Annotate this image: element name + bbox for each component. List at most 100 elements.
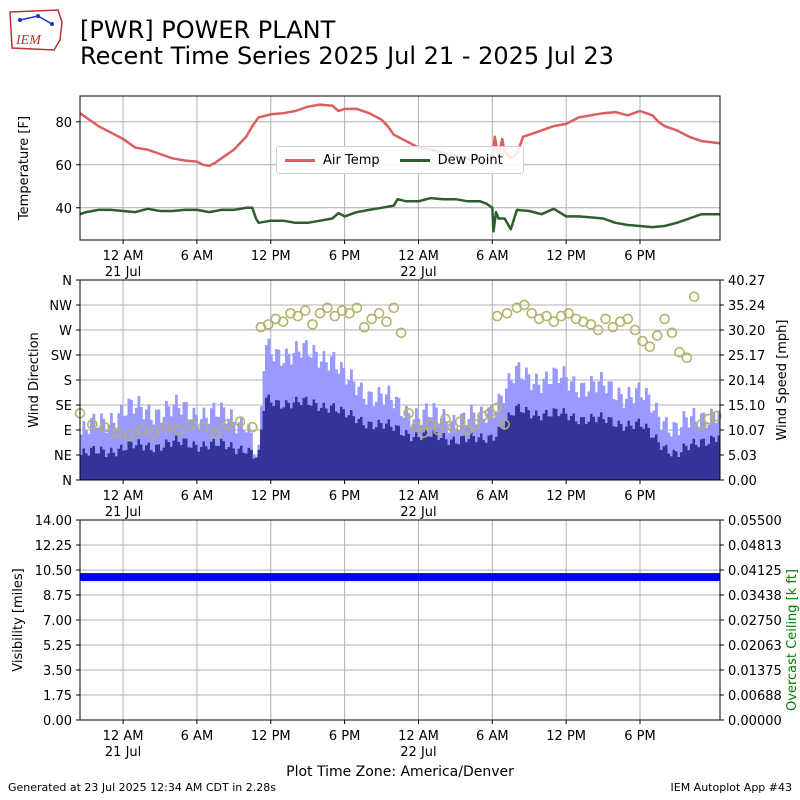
speed-tick-label: 35.24 bbox=[728, 299, 765, 314]
wind-speed-bar bbox=[197, 451, 201, 480]
wind-speed-bar bbox=[560, 413, 563, 480]
wind-direction-point bbox=[563, 307, 574, 319]
wind-speed-bar bbox=[317, 410, 321, 480]
wind-speed-bar bbox=[332, 403, 336, 480]
wind-speed-bar bbox=[687, 450, 691, 480]
wind-direction-point bbox=[447, 421, 459, 433]
wind-speed-bar bbox=[215, 445, 218, 480]
wind-speed-bar bbox=[272, 406, 276, 480]
x-tick-label: 12 PM bbox=[251, 729, 291, 744]
x-tick-label: 12 AM bbox=[398, 249, 439, 264]
wind-direction-point bbox=[247, 421, 258, 433]
direction-tick-label: SW bbox=[51, 349, 72, 364]
wind-speed-bar bbox=[635, 421, 638, 480]
wind-speed-bar bbox=[185, 438, 188, 480]
dew-point-line bbox=[79, 196, 720, 233]
wind-speed-bar bbox=[602, 419, 606, 480]
visibility-tick-label: 7.00 bbox=[43, 614, 72, 629]
wind-direction-point bbox=[585, 319, 597, 330]
x-date-label: 22 Jul bbox=[400, 505, 436, 520]
speed-tick-label: 30.20 bbox=[728, 324, 765, 339]
wind-speed-bar bbox=[427, 436, 431, 480]
speed-tick-label: 0.00 bbox=[728, 474, 757, 489]
wind-speed-bar bbox=[125, 450, 128, 480]
wind-speed-bar bbox=[690, 443, 693, 480]
wind-speed-bar bbox=[472, 436, 476, 480]
wind-speed-bar bbox=[577, 424, 581, 480]
wind-speed-bar bbox=[175, 435, 178, 480]
x-tick-label: 6 PM bbox=[624, 249, 655, 264]
wind-direction-point bbox=[462, 424, 474, 436]
wind-speed-bar bbox=[280, 408, 283, 480]
wind-gust-bar bbox=[142, 419, 146, 480]
iem-logo: IEM bbox=[9, 9, 63, 51]
wind-direction-point bbox=[160, 421, 172, 433]
wind-direction-point bbox=[659, 313, 670, 325]
wind-speed-bar bbox=[632, 429, 636, 480]
wind-direction-point bbox=[307, 319, 318, 330]
wind-speed-bar bbox=[652, 437, 656, 480]
wind-speed-bar bbox=[390, 426, 393, 480]
wind-speed-bar bbox=[362, 425, 366, 480]
wind-speed-bar bbox=[670, 456, 673, 480]
wind-speed-bar bbox=[270, 402, 273, 480]
wind-speed-bar bbox=[130, 441, 133, 480]
x-date-label: 22 Jul bbox=[400, 745, 436, 760]
wind-speed-bar bbox=[245, 453, 248, 480]
wind-speed-bar bbox=[150, 450, 153, 480]
wind-speed-bar bbox=[650, 437, 653, 480]
wind-speed-bar bbox=[155, 444, 158, 480]
ceiling-tick-label: 0.04125 bbox=[728, 564, 782, 579]
wind-speed-bar bbox=[287, 402, 291, 480]
wind-speed-bar bbox=[532, 415, 536, 480]
wind-direction-point bbox=[432, 424, 444, 436]
wind-speed-bar bbox=[667, 453, 671, 480]
wind-speed-bar bbox=[170, 446, 173, 480]
wind-speed-bar bbox=[477, 437, 481, 480]
wind-speed-bar bbox=[662, 446, 666, 480]
wind-direction-point bbox=[388, 302, 400, 314]
wind-direction-point bbox=[499, 419, 510, 430]
x-tick-label: 12 AM bbox=[103, 729, 144, 744]
wind-speed-bar bbox=[202, 441, 206, 480]
wind-speed-bar bbox=[342, 409, 346, 480]
visibility-tick-label: 5.25 bbox=[43, 639, 72, 654]
direction-tick-label: W bbox=[59, 324, 72, 339]
wind-speed-bar bbox=[277, 400, 281, 480]
wind-speed-bar bbox=[430, 436, 433, 480]
wind-direction-point bbox=[99, 421, 110, 433]
wind-direction-point bbox=[548, 316, 560, 328]
wind-gust-bar bbox=[150, 419, 153, 480]
wind-speed-bar bbox=[642, 428, 646, 480]
wind-speed-bar bbox=[540, 420, 543, 480]
wind-speed-bar bbox=[695, 445, 698, 480]
wind-speed-bar bbox=[600, 412, 603, 480]
wind-speed-bar bbox=[417, 437, 421, 480]
wind-speed-bar bbox=[647, 427, 651, 480]
wind-speed-bar bbox=[487, 435, 491, 480]
wind-speed-bar bbox=[365, 428, 368, 480]
wind-speed-bar bbox=[120, 444, 123, 480]
wind-gust-bar bbox=[145, 409, 148, 480]
wind-speed-bar bbox=[380, 423, 383, 480]
wind-speed-bar bbox=[550, 416, 553, 480]
wind-speed-bar bbox=[507, 412, 511, 480]
wind-speed-bar bbox=[655, 434, 658, 480]
wind-speed-bar bbox=[172, 440, 176, 480]
wind-direction-point bbox=[607, 321, 619, 333]
wind-speed-bar bbox=[490, 434, 493, 480]
wind-speed-bar bbox=[257, 449, 261, 480]
wind-speed-bar bbox=[385, 423, 388, 480]
wind-direction-point bbox=[329, 310, 341, 322]
wind-speed-bar bbox=[127, 441, 131, 480]
wind-speed-bar bbox=[575, 421, 578, 480]
wind-speed-bar bbox=[500, 426, 503, 480]
chart-title: [PWR] POWER PLANT bbox=[80, 16, 336, 44]
wind-speed-bar bbox=[457, 444, 461, 480]
wind-gust-bar bbox=[105, 432, 108, 480]
wind-speed-bar bbox=[545, 409, 548, 480]
wind-speed-bar bbox=[530, 418, 533, 480]
x-tick-label: 12 AM bbox=[103, 489, 144, 504]
wind-speed-bar bbox=[355, 423, 358, 480]
wind-speed-bar bbox=[402, 435, 406, 480]
